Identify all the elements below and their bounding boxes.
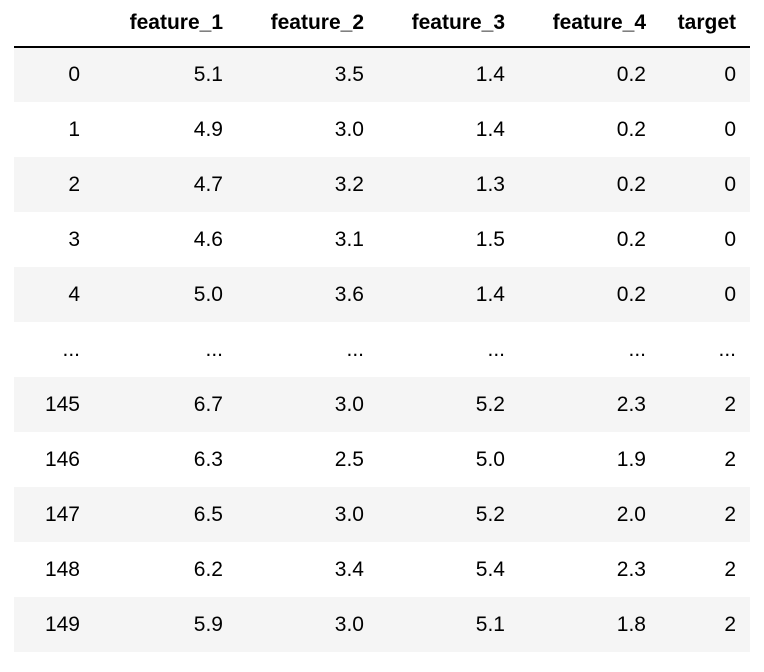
table-cell: 4.7 [193, 172, 223, 196]
table-row: 149 5.9 3.0 5.1 1.8 2 [14, 597, 750, 652]
table-cell: 6.5 [193, 502, 223, 526]
row-index: 1 [68, 117, 80, 141]
table-cell: 0.2 [616, 282, 646, 306]
table-cell: 3.4 [334, 557, 364, 581]
header-row: feature_1 feature_2 feature_3 feature_4 … [14, 0, 750, 48]
table-cell: 3.6 [334, 282, 364, 306]
dataframe-table: feature_1 feature_2 feature_3 feature_4 … [14, 0, 750, 652]
table-row: 4 5.0 3.6 1.4 0.2 0 [14, 267, 750, 322]
table-cell: 3.0 [334, 612, 364, 636]
ellipsis-row: ... ... ... ... ... ... [14, 322, 750, 377]
row-index: ... [62, 337, 80, 361]
row-index: 148 [44, 557, 80, 581]
column-header-feature-4: feature_4 [519, 0, 660, 48]
table-cell: ... [346, 337, 364, 361]
table-cell: 4.6 [193, 227, 223, 251]
table-cell: 4.9 [193, 117, 223, 141]
table-cell: 2 [724, 447, 736, 471]
row-index: 3 [68, 227, 80, 251]
table-cell: 3.2 [334, 172, 364, 196]
table-row: 3 4.6 3.1 1.5 0.2 0 [14, 212, 750, 267]
table-cell: 5.0 [193, 282, 223, 306]
table-cell: 3.5 [334, 63, 364, 86]
table-header: feature_1 feature_2 feature_3 feature_4 … [14, 0, 750, 48]
table-row: 145 6.7 3.0 5.2 2.3 2 [14, 377, 750, 432]
table-cell: 2 [724, 557, 736, 581]
table-cell: 5.1 [193, 63, 223, 86]
table-cell: 2.5 [334, 447, 364, 471]
table-cell: 1.4 [475, 63, 505, 86]
table-row: 1 4.9 3.0 1.4 0.2 0 [14, 102, 750, 157]
table-cell: 3.0 [334, 392, 364, 416]
table-cell: 0 [724, 282, 736, 306]
row-index: 0 [68, 63, 80, 86]
dataframe-output: feature_1 feature_2 feature_3 feature_4 … [14, 0, 750, 652]
table-cell: 3.0 [334, 502, 364, 526]
row-index: 147 [44, 502, 80, 526]
index-column-header [14, 0, 94, 48]
table-cell: 2.3 [616, 392, 646, 416]
row-index: 2 [68, 172, 80, 196]
table-cell: ... [628, 337, 646, 361]
table-cell: 6.7 [193, 392, 223, 416]
table-cell: 5.2 [475, 392, 505, 416]
table-cell: 0.2 [616, 227, 646, 251]
table-cell: 2.0 [616, 502, 646, 526]
column-header-feature-2: feature_2 [237, 0, 378, 48]
table-cell: 0.2 [616, 117, 646, 141]
table-cell: 5.9 [193, 612, 223, 636]
row-index: 146 [44, 447, 80, 471]
table-cell: 1.5 [475, 227, 505, 251]
table-cell: 0 [724, 63, 736, 86]
table-row: 0 5.1 3.5 1.4 0.2 0 [14, 47, 750, 102]
table-cell: 1.4 [475, 117, 505, 141]
table-cell: 5.4 [475, 557, 505, 581]
table-cell: 1.3 [475, 172, 505, 196]
table-row: 147 6.5 3.0 5.2 2.0 2 [14, 487, 750, 542]
table-row: 146 6.3 2.5 5.0 1.9 2 [14, 432, 750, 487]
column-header-feature-1: feature_1 [94, 0, 237, 48]
table-cell: ... [205, 337, 223, 361]
table-cell: 2 [724, 392, 736, 416]
row-index: 4 [68, 282, 80, 306]
row-index: 149 [44, 612, 80, 636]
table-cell: 5.1 [475, 612, 505, 636]
table-cell: 2 [724, 612, 736, 636]
table-body: 0 5.1 3.5 1.4 0.2 0 1 4.9 3.0 1.4 0.2 0 … [14, 47, 750, 652]
table-cell: ... [487, 337, 505, 361]
column-header-feature-3: feature_3 [378, 0, 519, 48]
table-cell: 6.3 [193, 447, 223, 471]
table-cell: 6.2 [193, 557, 223, 581]
table-cell: 5.2 [475, 502, 505, 526]
table-cell: ... [718, 337, 736, 361]
table-cell: 0 [724, 227, 736, 251]
table-row: 148 6.2 3.4 5.4 2.3 2 [14, 542, 750, 597]
table-cell: 1.4 [475, 282, 505, 306]
table-cell: 2.3 [616, 557, 646, 581]
row-index: 145 [44, 392, 80, 416]
table-cell: 5.0 [475, 447, 505, 471]
table-cell: 0 [724, 172, 736, 196]
table-cell: 0.2 [616, 172, 646, 196]
table-cell: 2 [724, 502, 736, 526]
table-cell: 1.8 [616, 612, 646, 636]
table-cell: 0.2 [616, 63, 646, 86]
table-cell: 3.0 [334, 117, 364, 141]
table-cell: 0 [724, 117, 736, 141]
column-header-target: target [660, 0, 750, 48]
table-cell: 1.9 [616, 447, 646, 471]
table-cell: 3.1 [334, 227, 364, 251]
table-row: 2 4.7 3.2 1.3 0.2 0 [14, 157, 750, 212]
